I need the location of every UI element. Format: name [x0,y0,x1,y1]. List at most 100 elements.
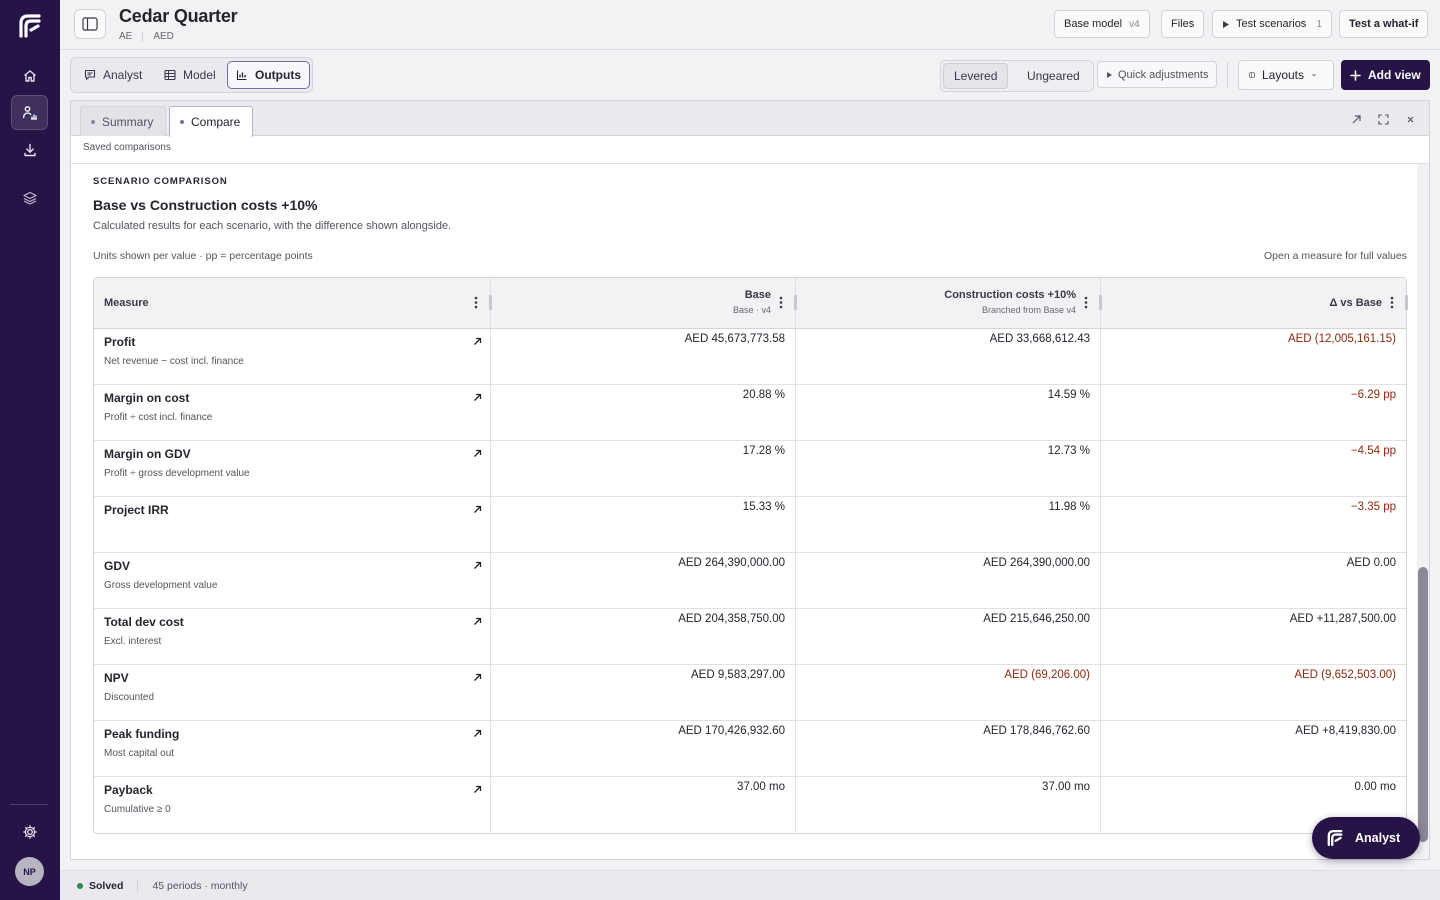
column-header-scenario[interactable]: Construction costs +10% Branched from Bas… [796,278,1102,328]
open-measure-icon[interactable] [473,617,482,626]
delta-value-cell: AED (12,005,161.15) [1287,333,1396,345]
measure-description: Discounted [104,692,155,703]
table-row[interactable]: NPV Discounted AED 9,583,297.00 AED (69,206… [94,665,1406,721]
kebab-menu-icon[interactable] [1390,296,1394,309]
kebab-menu-icon[interactable] [1084,296,1088,309]
saved-comparisons-link[interactable]: Saved comparisons [71,136,1429,164]
files-button[interactable]: Files [1161,10,1205,38]
scrollbar-thumb[interactable] [1418,567,1428,842]
column-header-delta[interactable]: Δ vs Base [1101,278,1408,328]
test-scenarios-count: 1 [1316,18,1322,30]
table-row[interactable]: Project IRR 15.33 % 11.98 % −3.35 pp [94,497,1406,553]
delta-value-cell: AED +11,287,500.00 [1289,613,1396,625]
base-value-cell: AED 9,583,297.00 [491,665,796,720]
settings-gear-icon[interactable] [11,814,48,849]
column-resizer[interactable] [794,295,797,310]
measure-cell[interactable]: Margin on GDV Profit ÷ gross development … [94,441,491,496]
user-avatar[interactable]: NP [15,857,44,886]
measure-cell[interactable]: Payback Cumulative ≥ 0 [94,777,491,832]
column-header-base[interactable]: Base Base · v4 [491,278,797,328]
column-resizer[interactable] [1099,295,1102,310]
kebab-menu-icon[interactable] [474,296,478,309]
test-scenarios-button[interactable]: Test scenarios 1 [1212,10,1332,38]
measure-cell[interactable]: Total dev cost Excl. interest [94,609,491,664]
column-resizer[interactable] [489,295,492,310]
analyst-fab-button[interactable]: Analyst [1312,817,1420,859]
open-measure-icon[interactable] [473,337,482,346]
scenario-value-cell: AED (69,206.00) [796,665,1101,720]
files-label: Files [1171,18,1195,30]
rail-divider [10,804,48,805]
scenario-value-cell: 37.00 mo [796,777,1101,832]
column-header-measure[interactable]: Measure [94,278,492,328]
table-row[interactable]: GDV Gross development value AED 264,390,00… [94,553,1406,609]
sidebar-toggle-button[interactable] [74,9,106,39]
column-resizer[interactable] [1405,295,1408,310]
table-row[interactable]: Payback Cumulative ≥ 0 37.00 mo 37.00 mo 0.0… [94,777,1406,833]
quick-adjustments-button[interactable]: Quick adjustments [1097,61,1218,88]
app-logo-icon[interactable] [14,10,46,42]
scenario-value-cell: AED 215,646,250.00 [796,609,1101,664]
delta-value-cell: 0.00 mo [1354,781,1396,793]
measure-cell[interactable]: Profit Net revenue − cost incl. finance [94,329,491,384]
open-measure-icon[interactable] [473,785,482,794]
fullscreen-icon[interactable] [1375,111,1391,127]
analyst-nav-icon[interactable] [11,95,48,130]
scenario-value-cell: 12.73 % [796,441,1101,496]
measure-cell[interactable]: Project IRR [94,497,491,552]
table-row[interactable]: Peak funding Most capital out AED 170,426,… [94,721,1406,777]
measure-cell[interactable]: Margin on cost Profit ÷ cost incl. financ… [94,385,491,440]
open-measure-icon[interactable] [473,449,482,458]
add-view-button[interactable]: Add view [1341,60,1430,90]
comparison-table: Measure Base Base · v4 Construction costs… [93,277,1408,834]
table-row[interactable]: Total dev cost Excl. interest AED 204,358,… [94,609,1406,665]
base-model-version: v4 [1129,18,1140,30]
app-rail: NP [0,0,60,900]
table-row[interactable]: Margin on GDV Profit ÷ gross development … [94,441,1406,497]
status-dot [77,882,83,889]
app-header: Cedar Quarter AE AED Base model v4 Files… [60,0,1440,50]
measure-cell[interactable]: GDV Gross development value [94,553,491,608]
open-measure-icon[interactable] [473,393,482,402]
open-measure-icon[interactable] [473,729,482,738]
table-row[interactable]: Profit Net revenue − cost incl. finance AE… [94,329,1406,385]
close-panel-icon[interactable] [1402,111,1418,127]
tab-model[interactable]: Model [156,61,224,89]
table-row[interactable]: Margin on cost Profit ÷ cost incl. financ… [94,385,1406,441]
levered-option[interactable]: Levered [943,63,1009,89]
play-icon [1107,71,1112,78]
measure-cell[interactable]: NPV Discounted [94,665,491,720]
table-header: Measure Base Base · v4 Construction costs… [94,278,1408,329]
measure-description: Gross development value [104,580,218,591]
tab-compare[interactable]: Compare [169,106,254,137]
add-view-label: Add view [1368,68,1421,82]
base-value-cell: AED 45,673,773.58 [491,329,796,384]
tab-model-label: Model [183,68,216,82]
outputs-panel: Summary Compare Saved comparisons SCENAR… [70,100,1430,860]
test-scenarios-label: Test scenarios [1236,18,1307,30]
layouts-dropdown[interactable]: Layouts [1238,60,1334,90]
open-measure-icon[interactable] [473,673,482,682]
base-model-button[interactable]: Base model v4 [1054,10,1150,38]
analyst-fab-label: Analyst [1355,831,1401,845]
tab-summary[interactable]: Summary [80,106,167,136]
open-measure-icon[interactable] [473,561,482,570]
download-icon[interactable] [11,132,48,167]
scenario-value-cell: AED 178,846,762.60 [796,721,1101,776]
quick-adjustments-label: Quick adjustments [1118,68,1209,81]
ungeared-option[interactable]: Ungeared [1027,69,1080,83]
home-icon[interactable] [11,58,48,93]
pop-out-icon[interactable] [1348,111,1364,127]
toolbar-divider [1227,62,1228,88]
measure-description: Profit ÷ gross development value [104,468,250,479]
test-whatif-button[interactable]: Test a what-if [1339,10,1429,38]
measure-cell[interactable]: Peak funding Most capital out [94,721,491,776]
tab-outputs[interactable]: Outputs [227,61,310,89]
section-eyebrow: SCENARIO COMPARISON [93,176,228,187]
tab-analyst[interactable]: Analyst [76,61,150,89]
base-value-cell: AED 204,358,750.00 [491,609,796,664]
kebab-menu-icon[interactable] [779,296,783,309]
scenario-value-cell: AED 33,668,612.43 [796,329,1101,384]
layers-icon[interactable] [11,180,48,215]
open-measure-icon[interactable] [473,505,482,514]
